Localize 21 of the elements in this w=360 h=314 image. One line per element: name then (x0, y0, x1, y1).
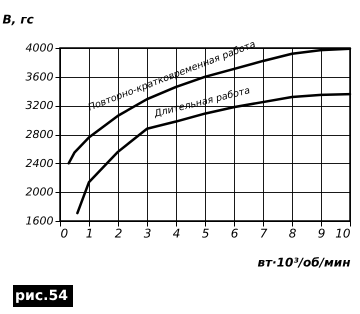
y-tick-label: 2000 (26, 186, 54, 199)
y-tick-label: 4000 (26, 42, 54, 54)
x-tick-label: 8 (288, 226, 297, 240)
y-tick-label: 3200 (26, 99, 54, 112)
x-axis-title: вт·10³/об/мин (258, 256, 350, 270)
x-tick-label: 1 (86, 226, 94, 240)
y-axis-title: В, гс (2, 12, 34, 26)
x-tick-label: 9 (318, 226, 326, 240)
text: рис.54 (15, 288, 68, 304)
x-tick-label: 5 (202, 226, 210, 240)
x-tick-label: 0 (60, 226, 68, 240)
y-tick-label: 1600 (26, 214, 54, 228)
x-tick-label: 6 (230, 226, 239, 240)
x-tick-label: 4 (172, 226, 180, 240)
x-tick-label: 7 (260, 226, 268, 240)
x-tick-label: 2 (114, 226, 122, 240)
y-tick-label: 2800 (26, 128, 54, 141)
y-tick-label: 3600 (26, 70, 54, 84)
x-tick-label: 10 (335, 226, 351, 240)
y-tick-label: 2400 (26, 156, 54, 170)
x-tick-label: 3 (144, 226, 152, 240)
